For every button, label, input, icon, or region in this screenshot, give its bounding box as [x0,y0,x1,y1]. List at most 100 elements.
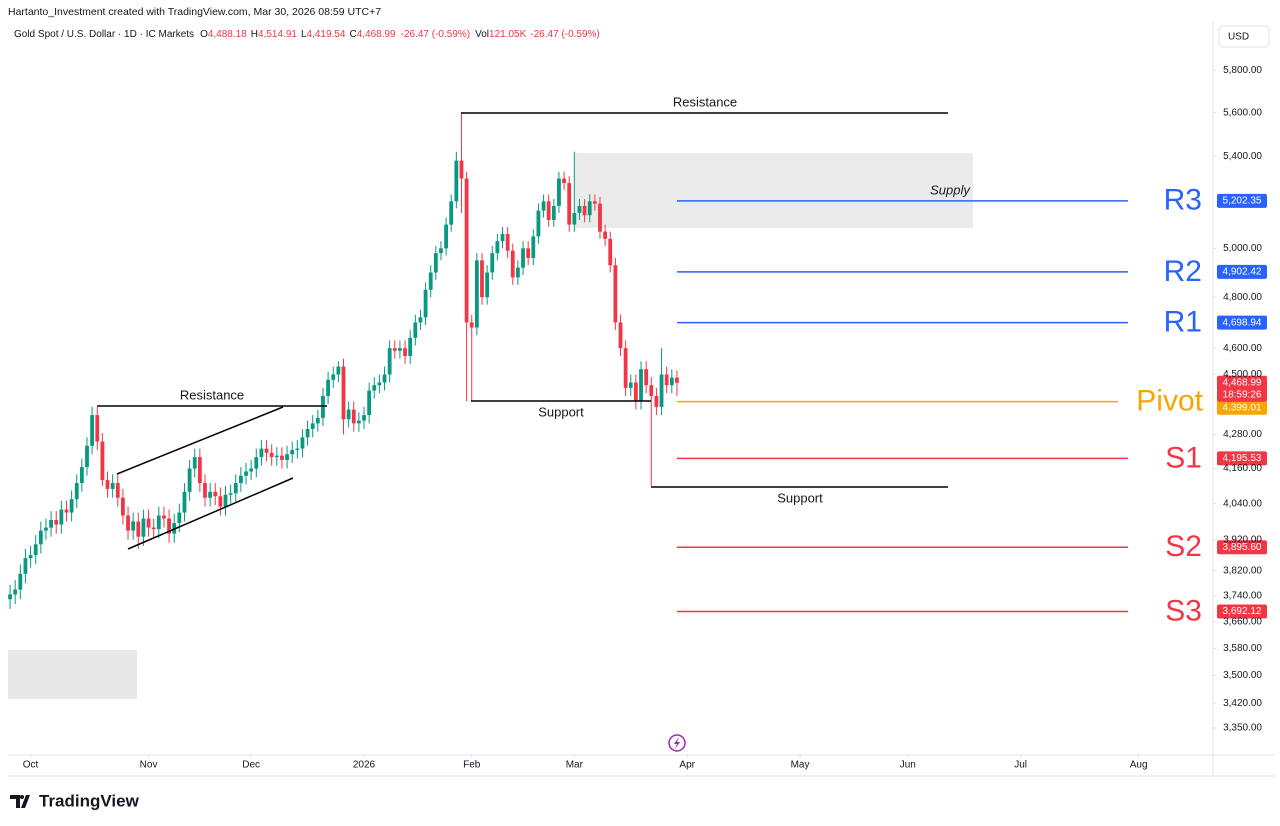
candle-body [654,395,659,407]
annotation: Support [777,490,823,505]
candle-body [618,322,623,349]
price-tag-label: 4,195.53 [1223,453,1262,464]
candle-body [439,248,443,254]
level-label: Pivot [1136,385,1203,418]
annotation: Resistance [673,94,737,109]
candle-body [464,178,469,323]
candle-body [264,448,269,453]
candles [8,112,679,609]
zone-box [8,650,137,699]
candle-body [85,445,89,468]
symbol-header: Gold Spot / U.S. Dollar · 1D · IC Market… [14,29,600,40]
candle-body [377,382,382,386]
candle-body [126,515,130,531]
candle-body [659,374,664,407]
price-tag [1217,540,1267,555]
drawings: Resistance Supply Resistance Support Sup… [97,94,971,550]
last-price-tag [1217,375,1267,402]
candle-body [669,377,674,386]
candle-body [341,366,346,420]
candle-body [254,457,259,469]
channel-line [116,406,284,475]
x-tick-label: May [791,760,810,771]
x-tick-label: Aug [1130,760,1148,771]
channel-line [127,477,294,550]
candle-body [495,241,500,254]
event-bolt [674,737,680,749]
candle-body [557,178,561,206]
candle-body [644,369,649,386]
candle-body [203,483,207,498]
candle-body [18,573,23,590]
candle-body [664,374,669,386]
candle-body [474,260,479,328]
header-text: 4,488.18 [208,29,247,40]
candle-body [69,499,74,513]
candle-body [336,366,341,375]
candle-body [649,385,654,396]
candle-body [603,231,608,239]
countdown: 18:59:26 [1223,389,1262,400]
candle-body [639,369,643,402]
events-icon[interactable] [668,734,686,752]
candle-body [59,509,64,525]
candle-body [141,518,146,537]
candle-body [285,454,289,460]
candle-body [531,236,536,258]
candle-body [95,415,100,442]
candle-body [218,496,223,507]
x-tick-label: Mar [566,760,584,771]
candle-body [290,449,295,455]
candle-body [572,212,577,225]
candle-body [23,558,28,574]
currency-button[interactable] [1218,25,1270,48]
price-tag-label: 3,895.60 [1223,542,1262,553]
price-tag [1217,451,1267,466]
candle-body [44,527,48,531]
candle-body [387,348,392,375]
candle-body [54,520,59,525]
header-text: -26.47 (-0.59%) [530,29,599,40]
logo-dot [20,795,24,799]
candle-body [541,201,546,211]
level-label: S2 [1165,530,1202,563]
price-tag [1217,315,1267,330]
candle-body [167,518,171,534]
candle-body [356,420,361,424]
candle-body [310,423,315,429]
candle-body [551,205,556,220]
x-tick-label: Apr [679,760,695,771]
candle-body [197,457,202,484]
price-tag [1217,264,1267,279]
y-tick-label: 4,040.00 [1223,498,1262,509]
candle-body [187,468,192,492]
candle-body [223,494,228,507]
header-text: 4,514.91 [258,29,297,40]
candle-body [526,248,531,258]
candle-body [469,322,474,328]
candle-body [675,377,679,383]
candle-body [367,390,372,416]
candle-body [321,395,325,418]
candle-body [269,452,274,458]
candle-body [505,234,510,251]
x-tick-label: Oct [23,760,39,771]
y-tick-label: 4,800.00 [1223,292,1262,303]
header-text: C [349,29,356,40]
x-tick-label: Dec [242,760,260,771]
y-tick-label: 3,580.00 [1223,643,1262,654]
candle-body [305,428,310,438]
candle-body [74,483,79,500]
candle-body [510,250,515,278]
candle-body [28,555,33,559]
candle-body [449,201,454,225]
candle-body [433,253,438,273]
x-tick-label: Jul [1014,760,1027,771]
candle-body [300,437,305,449]
candle-body [428,272,433,290]
candle-body [100,441,105,481]
candle-body [115,483,120,498]
y-tick-label: 3,740.00 [1223,591,1262,602]
watermark: Hartanto_Investment created with Trading… [8,6,381,18]
